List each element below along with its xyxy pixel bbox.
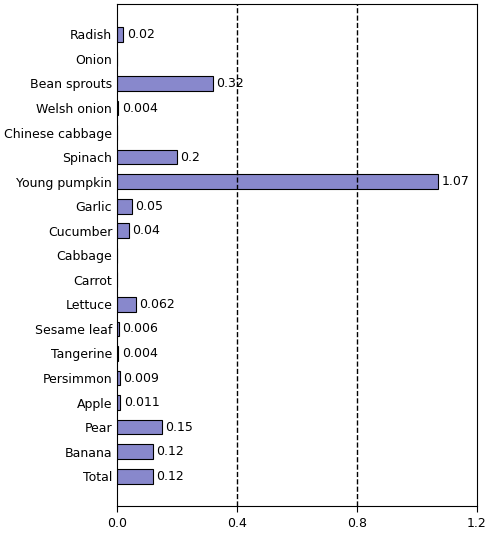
Text: 1.07: 1.07	[441, 175, 469, 188]
Text: 0.32: 0.32	[217, 77, 245, 90]
Bar	[117, 346, 118, 361]
Bar	[117, 395, 120, 410]
Bar	[117, 444, 153, 459]
Text: 0.15: 0.15	[165, 421, 193, 434]
Text: 0.12: 0.12	[157, 445, 184, 458]
Text: 0.009: 0.009	[123, 372, 159, 384]
Text: 0.004: 0.004	[122, 101, 158, 114]
Text: 0.062: 0.062	[139, 298, 175, 311]
Bar	[117, 150, 177, 164]
Bar	[117, 174, 438, 189]
Text: 0.2: 0.2	[181, 151, 200, 163]
Text: 0.05: 0.05	[136, 200, 164, 213]
Text: 0.011: 0.011	[124, 396, 160, 409]
Bar	[117, 199, 132, 214]
Text: 0.004: 0.004	[122, 347, 158, 360]
Text: 0.04: 0.04	[133, 224, 161, 237]
Bar	[117, 321, 119, 336]
Bar	[117, 469, 153, 484]
Bar	[117, 297, 136, 312]
Bar	[117, 76, 213, 91]
Bar	[117, 100, 118, 115]
Bar	[117, 27, 123, 42]
Text: 0.12: 0.12	[157, 470, 184, 483]
Text: 0.02: 0.02	[127, 28, 155, 41]
Text: 0.006: 0.006	[122, 323, 158, 335]
Bar	[117, 420, 162, 435]
Bar	[117, 223, 129, 238]
Bar	[117, 371, 120, 386]
